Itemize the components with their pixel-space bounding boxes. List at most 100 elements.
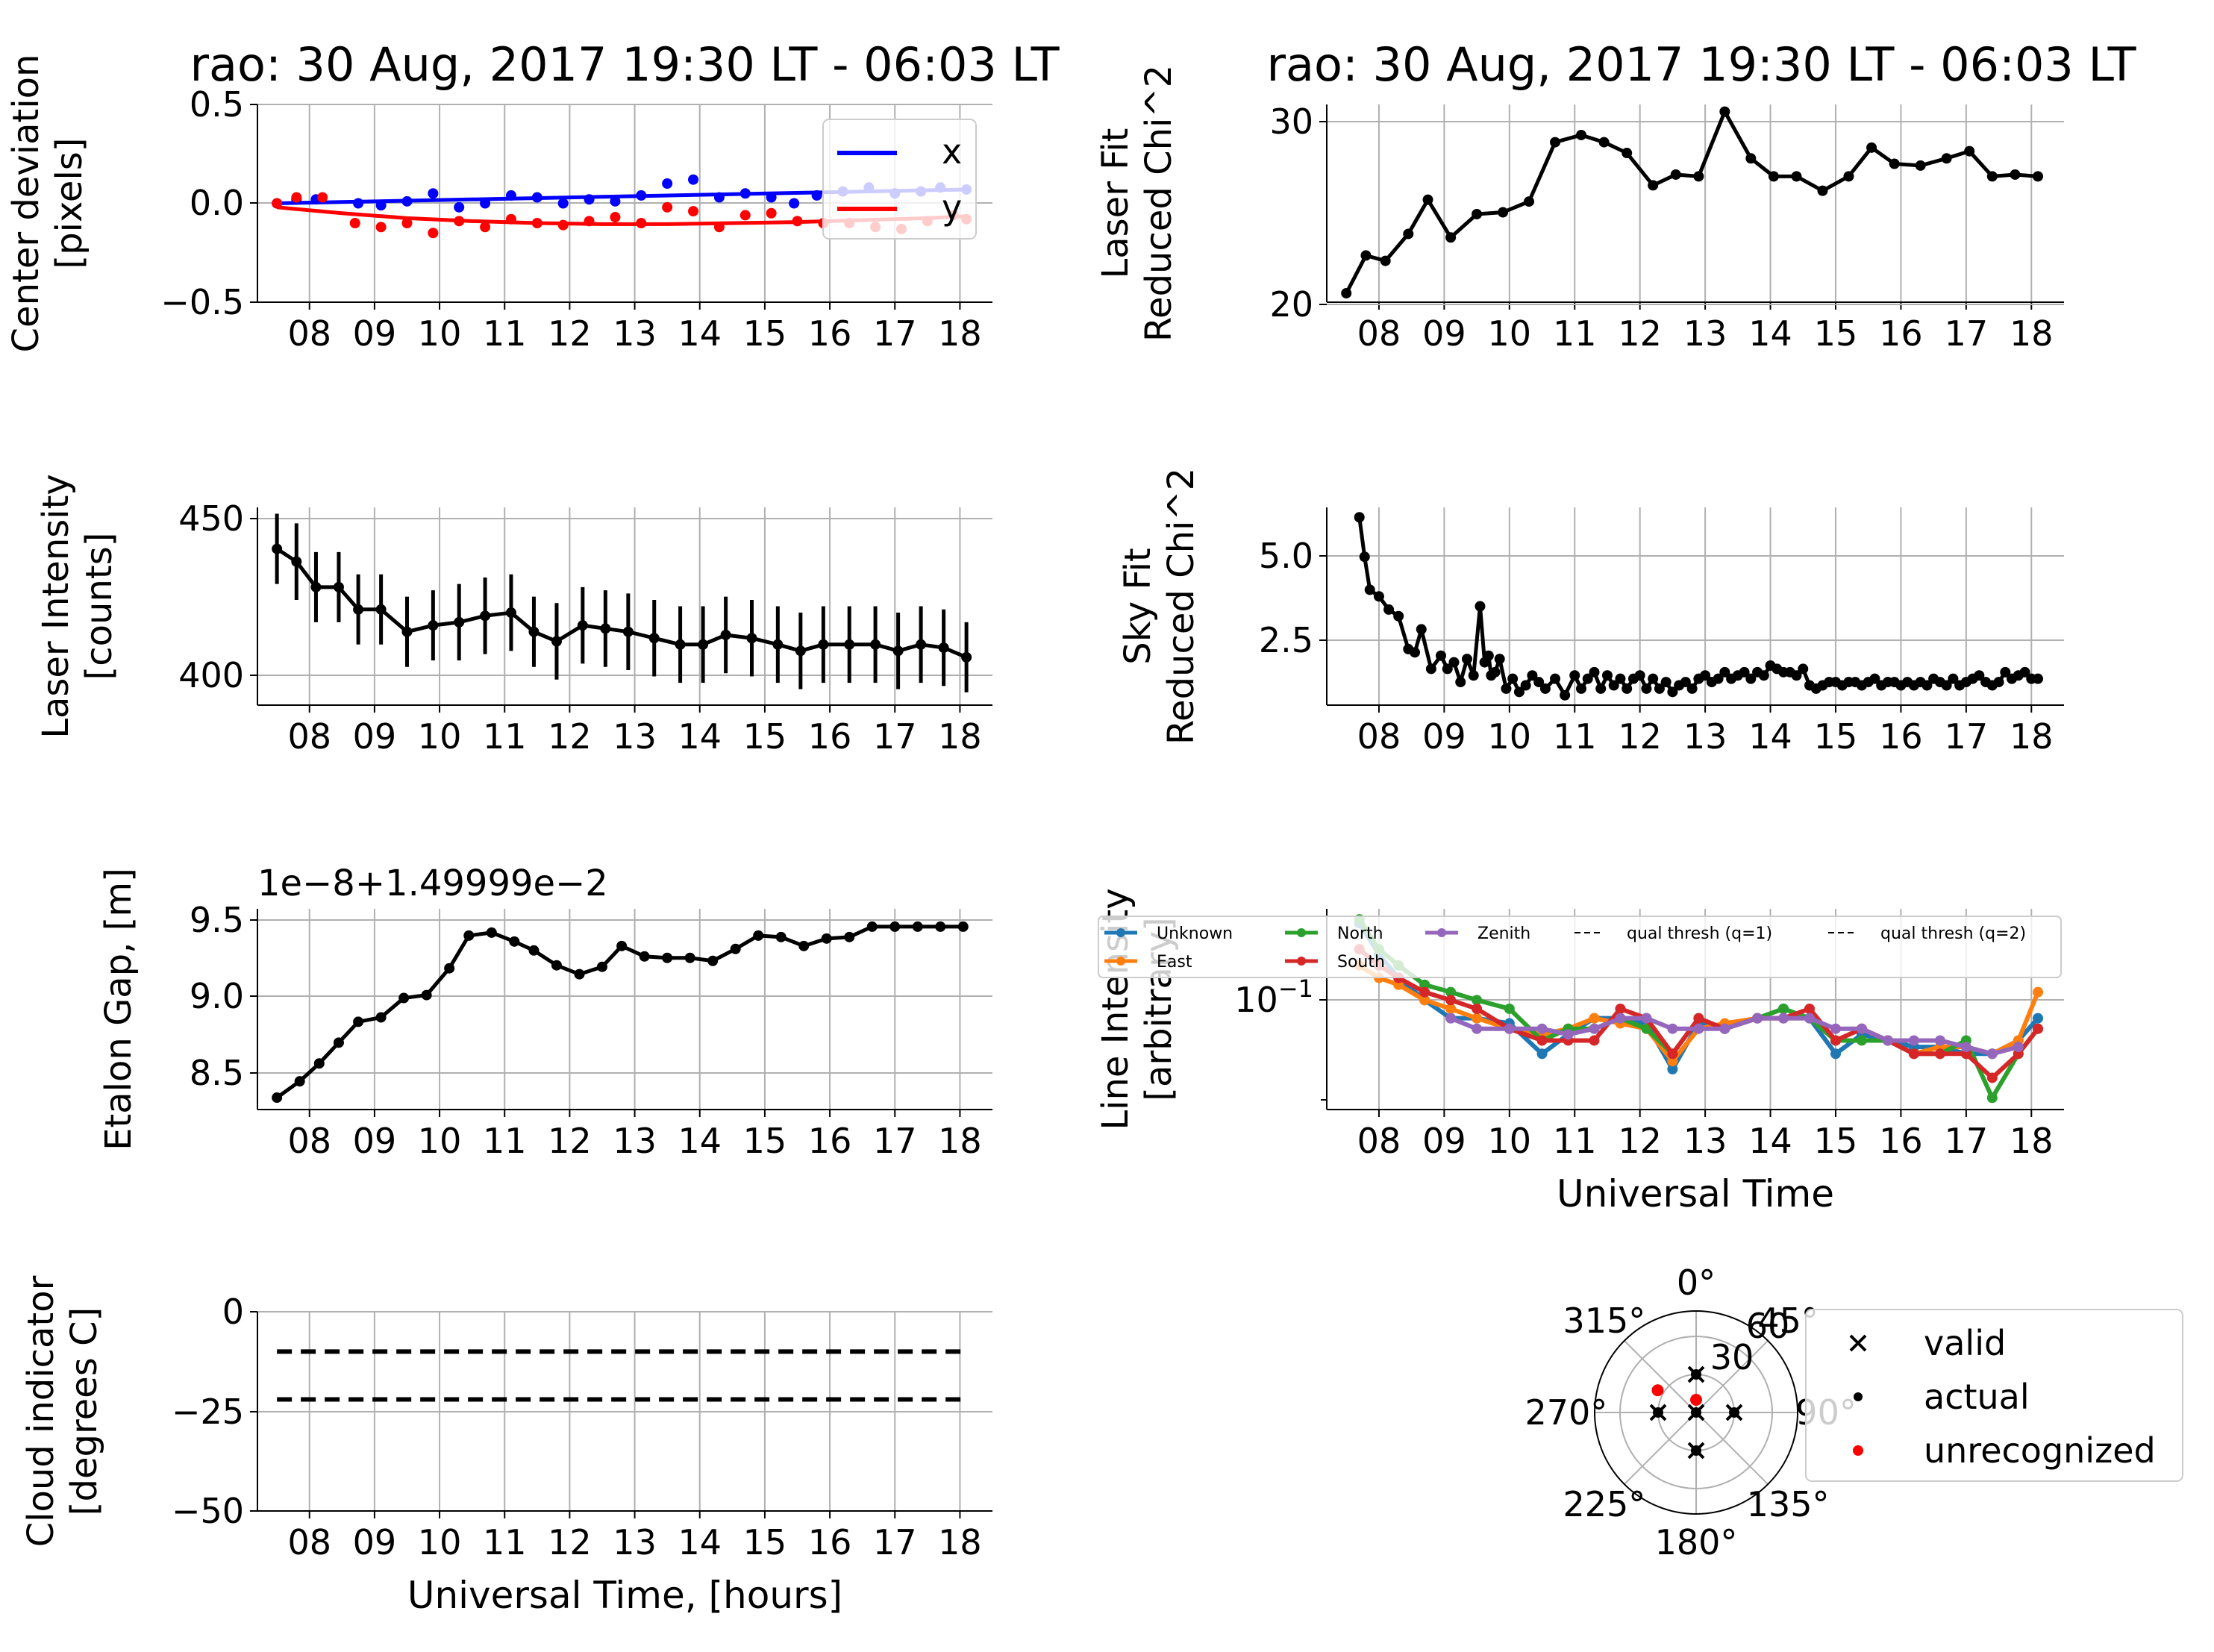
x-tick-label: 15 [1814,313,1858,354]
point-Zenith [1804,1013,1816,1024]
data-point [1660,677,1672,688]
x-tick-label: 09 [353,313,397,354]
y-tick-label: 8.5 [190,1053,244,1093]
point-South [1830,1035,1841,1046]
x-tick-label: 10 [418,1522,462,1562]
x-tick-label: 15 [1814,1121,1858,1161]
data-point [1513,686,1525,698]
angular-gridline [1624,1412,1697,1485]
x-tick-label: 14 [1748,716,1792,757]
data-point [1974,670,1985,681]
point-Zenith [1504,1023,1515,1034]
data-point [938,642,949,654]
point-x [505,190,516,201]
data-point [889,921,901,932]
legend-label-x: x [942,131,962,172]
x-tick-label: 18 [938,313,982,354]
point-y [610,212,621,223]
data-point [1758,670,1769,681]
radial-label: 30 [1710,1337,1754,1377]
y-axis-label: Reduced Chi^2 [1160,468,1202,745]
data-point [1524,196,1535,207]
x-tick-label: 09 [1422,313,1466,354]
point-South [1908,1048,1919,1060]
legend-label: qual thresh (q=2) [1880,924,2026,943]
data-point [401,626,413,637]
y-axis-label: Cloud indicator [20,1275,62,1547]
y-tick-label: 0 [222,1292,244,1332]
data-point [1494,654,1505,665]
point-y [401,218,413,228]
data-point [1693,171,1704,182]
angle-label: 270° [1525,1392,1608,1433]
data-point [753,930,764,941]
data-point [333,581,344,592]
data-point [454,616,465,628]
data-point [551,636,562,647]
point-Zenith [1563,1029,1574,1040]
data-point [1608,680,1619,691]
point-Zenith [1667,1023,1678,1034]
point-x [662,178,673,189]
data-point [1550,137,1561,148]
data-point [1993,677,2004,688]
x-tick-label: 17 [873,716,917,757]
x-tick-label: 14 [678,716,722,757]
point-x [531,192,542,203]
x-tick-label: 08 [287,313,331,354]
y-axis-label: [pixels] [49,137,90,269]
x-tick-label: 12 [1618,1121,1662,1161]
point-North [1641,1023,1652,1034]
data-point [870,639,881,650]
data-point [1582,673,1593,684]
legend-marker-unrecognized [1853,1445,1863,1456]
data-point [528,945,540,956]
point-y [375,222,387,233]
legend-label: South [1337,953,1385,972]
x-tick-label: 08 [1357,716,1401,757]
point-Zenith [1445,1013,1457,1024]
data-point [313,1058,325,1069]
point-East [1445,1003,1457,1014]
y-tick-label: −25 [172,1392,244,1432]
data-point [1700,670,1711,681]
x-tick-label: 10 [418,313,462,354]
point-Unknown [1830,1048,1841,1060]
legend: Unknown East North South Zenith qual thresh (… [1098,916,2062,978]
point-South [1589,1035,1600,1046]
x-tick-label: 13 [613,313,657,354]
point-y [291,192,302,203]
x-tick-label: 15 [743,313,787,354]
legend-marker [1297,928,1306,937]
x-tick-label: 14 [678,1522,722,1562]
point-y [531,218,542,228]
angular-gridline [1695,1412,1769,1485]
angle-label: 0° [1677,1263,1716,1303]
series-line-Zenith [1450,1016,2019,1057]
legend-label-actual: actual [1924,1377,2030,1417]
chart-title-right: rao: 30 Aug, 2017 19:30 LT - 06:03 LT [1267,37,2137,92]
x-tick-label: 17 [873,1522,917,1562]
point-Zenith [1908,1035,1919,1046]
x-tick-label: 18 [938,1121,982,1161]
x-tick-label: 10 [1488,1121,1532,1161]
data-point [957,921,969,932]
data-point [1589,666,1600,678]
data-point [2010,169,2021,180]
y-tick-exponent: −1 [1278,974,1313,1003]
point-Zenith [1536,1023,1548,1034]
legend-marker-actual [1854,1392,1863,1401]
data-point [1798,663,1809,675]
x-tick-label: 16 [1879,716,1923,757]
data-point [1866,142,1877,153]
point-South [1419,986,1430,998]
data-point [272,1092,283,1104]
point-y [688,206,699,217]
x-tick-label: 09 [353,1522,397,1562]
data-point [428,620,439,631]
data-point [1445,232,1457,243]
data-point [772,639,784,650]
x-tick-label: 18 [2010,313,2054,354]
x-tick-label: 09 [1422,716,1466,757]
